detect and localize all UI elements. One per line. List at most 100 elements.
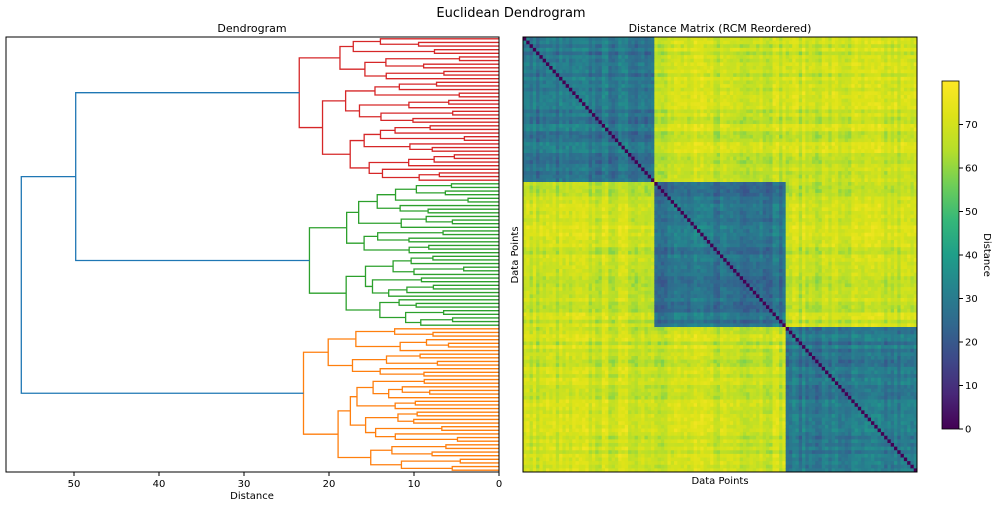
heatmap-cell xyxy=(608,51,613,56)
heatmap-cell xyxy=(588,156,593,161)
heatmap-cell xyxy=(526,421,530,426)
heatmap-cell xyxy=(542,225,547,230)
heatmap-cell xyxy=(545,131,550,136)
heatmap-cell xyxy=(565,464,570,469)
dendrogram-link xyxy=(393,328,499,335)
heatmap-cell xyxy=(762,102,767,107)
heatmap-cell xyxy=(568,124,573,129)
heatmap-cell xyxy=(723,76,727,81)
heatmap-cell xyxy=(555,381,560,386)
heatmap-cell xyxy=(690,47,695,52)
heatmap-cell xyxy=(900,55,905,60)
heatmap-cell xyxy=(542,109,547,114)
heatmap-cell xyxy=(575,406,580,411)
heatmap-cell xyxy=(651,87,655,92)
heatmap-cell xyxy=(575,120,580,125)
heatmap-cell xyxy=(706,55,711,60)
heatmap-cell xyxy=(562,254,567,259)
heatmap-cell xyxy=(713,87,718,92)
heatmap-cell xyxy=(575,156,580,161)
heatmap-cell xyxy=(588,58,593,63)
heatmap-cell xyxy=(591,359,596,364)
heatmap-cell xyxy=(769,37,773,42)
heatmap-cell xyxy=(565,203,570,208)
heatmap-cell xyxy=(578,40,583,45)
heatmap-cell xyxy=(585,207,590,212)
heatmap-cell xyxy=(687,76,691,81)
heatmap-cell xyxy=(887,98,892,103)
heatmap-cell xyxy=(641,116,645,121)
heatmap-cell xyxy=(591,102,596,107)
heatmap-cell xyxy=(884,40,888,45)
heatmap-cell xyxy=(545,145,550,150)
heatmap-cell xyxy=(588,334,593,339)
heatmap-cell xyxy=(568,87,573,92)
heatmap-cell xyxy=(562,211,567,216)
heatmap-cell xyxy=(585,261,590,266)
heatmap-cell xyxy=(523,243,527,248)
heatmap-cell xyxy=(568,258,573,263)
heatmap-cell xyxy=(674,113,678,118)
heatmap-cell xyxy=(555,66,560,71)
heatmap-cell xyxy=(838,62,842,67)
heatmap-cell xyxy=(697,116,701,121)
heatmap-cell xyxy=(578,381,583,386)
heatmap-cell xyxy=(549,443,553,448)
heatmap-cell xyxy=(582,105,586,110)
heatmap-cell xyxy=(739,80,744,85)
heatmap-cell xyxy=(549,182,553,187)
heatmap-cell xyxy=(545,356,550,361)
heatmap-cell xyxy=(542,468,547,473)
heatmap-cell xyxy=(752,40,757,45)
heatmap-cell xyxy=(568,138,573,143)
heatmap-cell xyxy=(568,207,573,212)
heatmap-cell xyxy=(578,424,583,429)
heatmap-cell xyxy=(828,51,833,56)
heatmap-cell xyxy=(582,240,586,245)
heatmap-cell xyxy=(605,44,609,49)
heatmap-cell xyxy=(585,120,590,125)
heatmap-cell xyxy=(572,174,576,179)
heatmap-cell xyxy=(608,113,613,118)
heatmap-cell xyxy=(555,348,560,353)
heatmap-cell xyxy=(559,142,563,147)
heatmap-cell xyxy=(532,450,537,455)
heatmap-cell xyxy=(562,55,567,60)
heatmap-cell xyxy=(585,98,590,103)
heatmap-cell xyxy=(539,421,544,426)
heatmap-cell xyxy=(828,98,833,103)
heatmap-cell xyxy=(779,55,783,60)
heatmap-cell xyxy=(628,80,632,85)
dendrogram-link xyxy=(418,174,499,181)
heatmap-cell xyxy=(552,221,557,226)
heatmap-cell xyxy=(568,196,573,201)
heatmap-cell xyxy=(582,356,586,361)
heatmap-cell xyxy=(549,446,553,451)
heatmap-cell xyxy=(591,453,596,458)
heatmap-cell xyxy=(568,428,573,433)
heatmap-cell xyxy=(588,167,593,172)
heatmap-cell xyxy=(687,80,691,85)
heatmap-cell xyxy=(555,55,560,60)
heatmap-cell xyxy=(559,421,563,426)
heatmap-cell xyxy=(588,406,593,411)
heatmap-cell xyxy=(588,345,593,350)
heatmap-cell xyxy=(821,44,826,49)
dendrogram-link xyxy=(355,330,401,348)
heatmap-cell xyxy=(664,66,668,71)
heatmap-cell xyxy=(660,69,665,74)
heatmap-cell xyxy=(618,73,622,78)
heatmap-cell xyxy=(756,105,760,110)
heatmap-cell xyxy=(782,80,787,85)
heatmap-cell xyxy=(555,142,560,147)
heatmap-cell xyxy=(851,62,856,67)
heatmap-cell xyxy=(559,232,563,237)
heatmap-cell xyxy=(631,62,636,67)
heatmap-cell xyxy=(532,124,537,129)
heatmap-cell xyxy=(568,453,573,458)
heatmap-cell xyxy=(552,76,557,81)
dendrogram-link xyxy=(428,244,499,250)
heatmap-cell xyxy=(765,69,770,74)
heatmap-cell xyxy=(578,47,583,52)
heatmap-cell xyxy=(529,134,534,139)
